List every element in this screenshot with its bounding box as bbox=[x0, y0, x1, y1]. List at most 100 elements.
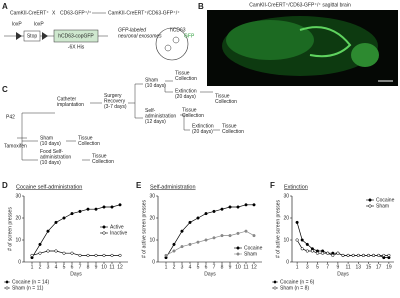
parent-label: CD63-GFP⁺/⁺ bbox=[60, 10, 92, 16]
legend-label: Sham bbox=[376, 203, 389, 209]
legend-label: Cocaine bbox=[244, 245, 263, 251]
x-tick-label: 2 bbox=[39, 264, 42, 270]
y-tick-label: 10 bbox=[15, 237, 21, 243]
exosome-label: neuronal exosomes bbox=[118, 33, 162, 39]
construct-box bbox=[53, 29, 99, 43]
construct-label: hCD63-copGFP bbox=[58, 33, 94, 39]
data-point bbox=[212, 209, 216, 213]
flow-node-text: Tissue bbox=[222, 124, 237, 130]
note-label: Cocaine (n = 14) bbox=[12, 279, 49, 285]
flow-node-text: Extinction bbox=[192, 124, 214, 130]
data-point bbox=[387, 253, 391, 257]
legend-label: Inactive bbox=[110, 230, 127, 236]
legend-label: Sham bbox=[244, 251, 257, 257]
flow-node-text: Collection bbox=[215, 99, 237, 105]
legend-marker bbox=[236, 246, 240, 250]
flow-node-text: Recovery bbox=[104, 98, 126, 104]
y-axis-label: # of screen presses bbox=[7, 207, 13, 251]
y-tick-label: 20 bbox=[149, 215, 155, 221]
age-label: P42 bbox=[6, 114, 15, 120]
hippocampus bbox=[299, 26, 352, 58]
x-tick-label: 17 bbox=[376, 264, 382, 270]
legend-label: Cocaine bbox=[376, 197, 395, 203]
y-axis-label: # of active screen presses bbox=[275, 199, 281, 258]
y-tick-label: 30 bbox=[15, 193, 21, 199]
flow-node-text: (3-7 days) bbox=[104, 104, 127, 110]
data-point bbox=[244, 203, 248, 207]
flow-node-text: Sham bbox=[145, 78, 158, 84]
parent-label: CamKII-CreERT⁺ bbox=[10, 10, 49, 16]
data-point bbox=[341, 253, 345, 257]
data-point bbox=[382, 253, 386, 257]
data-point bbox=[361, 253, 365, 257]
data-point bbox=[351, 253, 355, 257]
data-point bbox=[204, 212, 208, 216]
x-tick-label: 1 bbox=[165, 264, 168, 270]
panel-letter: F bbox=[270, 181, 275, 190]
x-tick-label: 2 bbox=[173, 264, 176, 270]
x-tick-label: 10 bbox=[235, 264, 241, 270]
data-point bbox=[46, 249, 50, 253]
flow-node-text: Tissue bbox=[78, 136, 93, 142]
x-tick-label: 4 bbox=[55, 264, 58, 270]
exosome bbox=[172, 36, 180, 44]
cell bbox=[155, 27, 189, 61]
data-point bbox=[295, 238, 299, 242]
x-tick-label: 7 bbox=[79, 264, 82, 270]
panel-letter: C bbox=[2, 85, 8, 94]
data-point bbox=[366, 253, 371, 257]
flow-node-text: Collection bbox=[182, 113, 204, 119]
flow-node-text: Collection bbox=[92, 159, 114, 165]
data-point bbox=[102, 253, 106, 257]
y-tick-label: 0 bbox=[286, 259, 289, 265]
x-axis-label: Days bbox=[337, 271, 349, 277]
x-tick-label: 7 bbox=[326, 264, 329, 270]
data-point bbox=[164, 253, 168, 257]
loxp-site bbox=[16, 32, 22, 40]
data-point bbox=[118, 203, 122, 207]
cross: X bbox=[52, 10, 56, 16]
chart-title: Cocaine self-administration bbox=[16, 184, 82, 190]
note-marker bbox=[5, 286, 9, 290]
data-point bbox=[252, 234, 256, 238]
y-tick-label: 30 bbox=[283, 193, 289, 199]
flow-node-text: administration bbox=[40, 154, 71, 160]
x-tick-label: 8 bbox=[87, 264, 90, 270]
x-tick-label: 3 bbox=[181, 264, 184, 270]
data-point bbox=[78, 209, 82, 213]
flow-node-text: Tissue bbox=[175, 71, 190, 77]
data-point bbox=[102, 205, 106, 209]
panel-letter: D bbox=[2, 181, 8, 190]
data-point bbox=[244, 229, 248, 233]
data-point bbox=[196, 240, 200, 244]
x-tick-label: 3 bbox=[47, 264, 50, 270]
flow-node-text: Food Self- bbox=[40, 149, 63, 155]
data-point bbox=[46, 229, 50, 233]
data-point bbox=[70, 251, 74, 255]
data-point bbox=[326, 251, 330, 255]
data-point bbox=[305, 249, 309, 253]
flow-node-text: Collection bbox=[175, 76, 197, 82]
cerebellum bbox=[351, 43, 379, 67]
x-tick-label: 9 bbox=[337, 264, 340, 270]
panel-letter: A bbox=[2, 2, 8, 11]
exosome-label: GFP-labeled bbox=[118, 27, 146, 33]
data-point bbox=[252, 203, 256, 207]
x-tick-label: 4 bbox=[189, 264, 192, 270]
data-point bbox=[180, 245, 184, 249]
tamoxifen-label: Tamoxifen bbox=[4, 143, 27, 149]
data-point bbox=[310, 249, 314, 253]
flow-node-text: Catheter bbox=[57, 97, 77, 103]
data-point bbox=[172, 249, 176, 253]
note-marker bbox=[5, 280, 9, 284]
y-tick-label: 20 bbox=[283, 215, 289, 221]
note-marker bbox=[273, 286, 277, 290]
data-point bbox=[94, 253, 98, 257]
data-point bbox=[212, 236, 216, 240]
flow-node-text: Extinction bbox=[175, 89, 197, 95]
data-point bbox=[86, 253, 90, 257]
flow-node-text: (12 days) bbox=[145, 119, 166, 125]
data-point bbox=[188, 242, 192, 246]
flow-node-text: Surgery bbox=[104, 93, 122, 99]
